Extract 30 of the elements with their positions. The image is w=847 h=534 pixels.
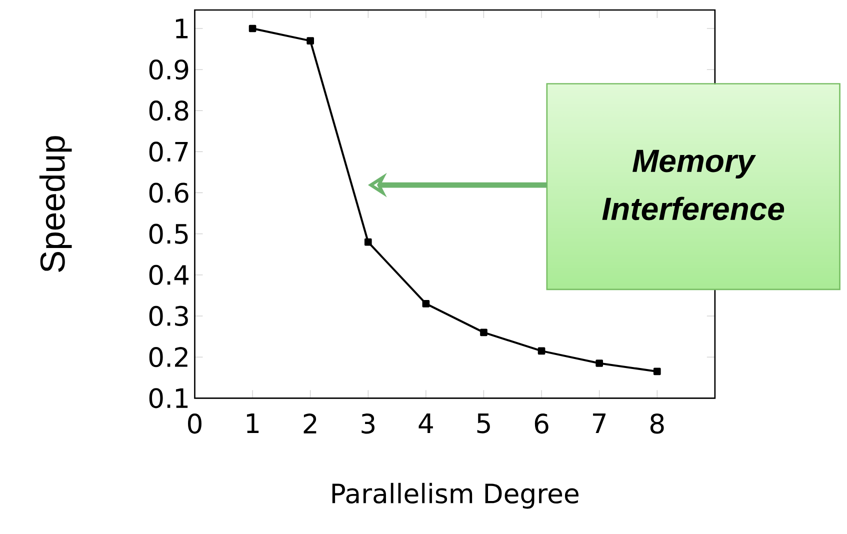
point	[364, 238, 372, 246]
point	[596, 360, 604, 368]
y-tick-label: 0.8	[149, 100, 188, 121]
x-tick-label: 5	[477, 414, 490, 434]
y-tick-label: 0.9	[149, 60, 188, 80]
x-tick-label: 1	[246, 414, 259, 434]
x-tick-label: 4	[418, 414, 433, 434]
x-tick-label: 0	[188, 414, 202, 434]
y-tick-label: 0.4	[149, 265, 189, 286]
point	[538, 347, 546, 355]
y-tick-label: 0.7	[149, 142, 188, 162]
point	[248, 25, 256, 32]
x-tick-label: 8	[650, 414, 664, 434]
y-tick-label: 0.2	[149, 347, 188, 368]
x-axis-title: Parallelism Degree	[332, 483, 578, 509]
y-tick-label: 0.6	[149, 182, 188, 204]
x-tick-label: 3	[362, 414, 374, 434]
y-tick-label: 0.1	[149, 388, 188, 408]
point	[653, 368, 661, 376]
y-axis-title: Speedup	[39, 136, 72, 272]
x-tick-label: 2	[304, 414, 316, 434]
point	[422, 300, 430, 308]
x-tick-label: 6	[534, 414, 548, 434]
y-tick-label: 1	[176, 18, 188, 38]
x-tick-label: 7	[593, 414, 606, 434]
annotation: Memory Interference	[602, 150, 784, 220]
y-tick-label: 0.3	[149, 306, 188, 326]
point	[480, 328, 488, 336]
point	[306, 37, 314, 45]
y-tick-label: 0.5	[149, 224, 188, 244]
